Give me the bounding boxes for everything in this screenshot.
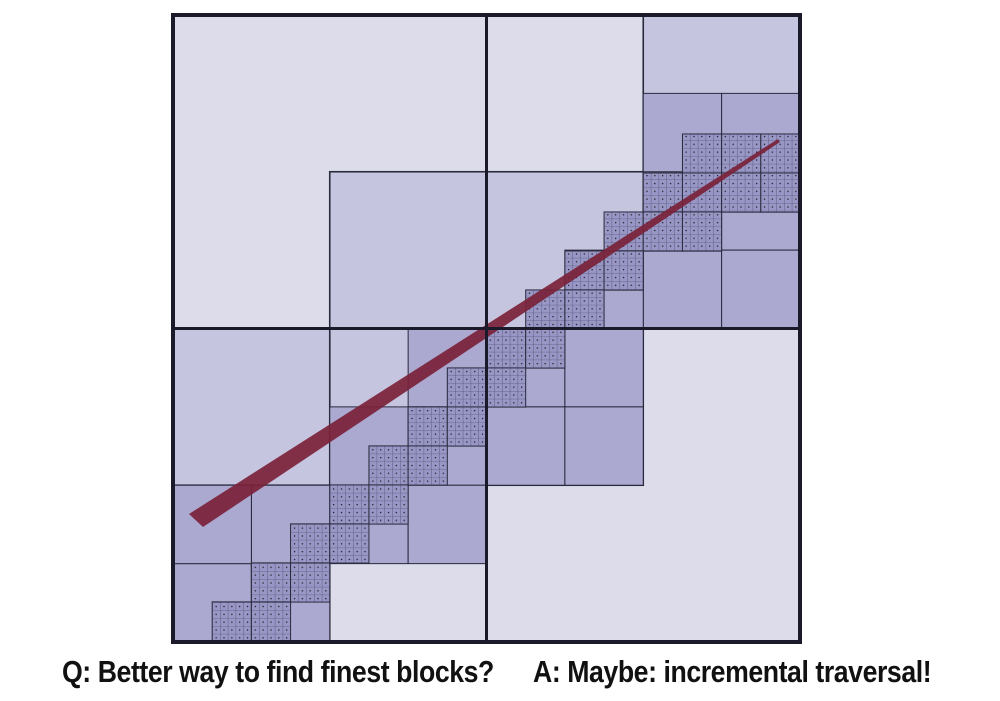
- finest-block: [407, 406, 448, 447]
- finest-block: [250, 601, 292, 642]
- finest-block: [368, 445, 409, 486]
- finest-block: [250, 562, 292, 603]
- finest-block: [486, 328, 527, 369]
- finest-block: [486, 367, 527, 408]
- finest-block: [329, 523, 370, 564]
- finest-block: [760, 172, 801, 213]
- level-1-block: [172, 327, 331, 487]
- level-1-block: [328, 170, 488, 330]
- finest-block: [211, 601, 252, 642]
- finest-block: [564, 289, 605, 330]
- caption-question: Q: Better way to find finest blocks?: [62, 654, 494, 689]
- level-2-block: [642, 249, 723, 330]
- finest-block: [681, 211, 723, 252]
- finest-block: [368, 484, 409, 525]
- finest-block: [290, 523, 331, 564]
- level-2-block: [721, 249, 801, 330]
- level-2-block: [486, 406, 566, 486]
- finest-blocks: [211, 133, 801, 642]
- finest-block: [721, 172, 762, 213]
- finest-block: [525, 328, 566, 369]
- level-2-block: [407, 484, 488, 565]
- finest-block: [407, 445, 448, 486]
- finest-block: [329, 484, 370, 525]
- level-2-block: [564, 406, 644, 486]
- finest-block: [446, 406, 487, 447]
- level-2-block: [564, 328, 644, 408]
- finest-block: [290, 562, 331, 603]
- finest-block: [446, 367, 487, 408]
- caption-answer: A: Maybe: incremental traversal!: [533, 654, 932, 689]
- finest-block: [760, 133, 801, 174]
- ray: [189, 139, 780, 527]
- finest-block: [681, 133, 723, 174]
- finest-block: [603, 250, 644, 291]
